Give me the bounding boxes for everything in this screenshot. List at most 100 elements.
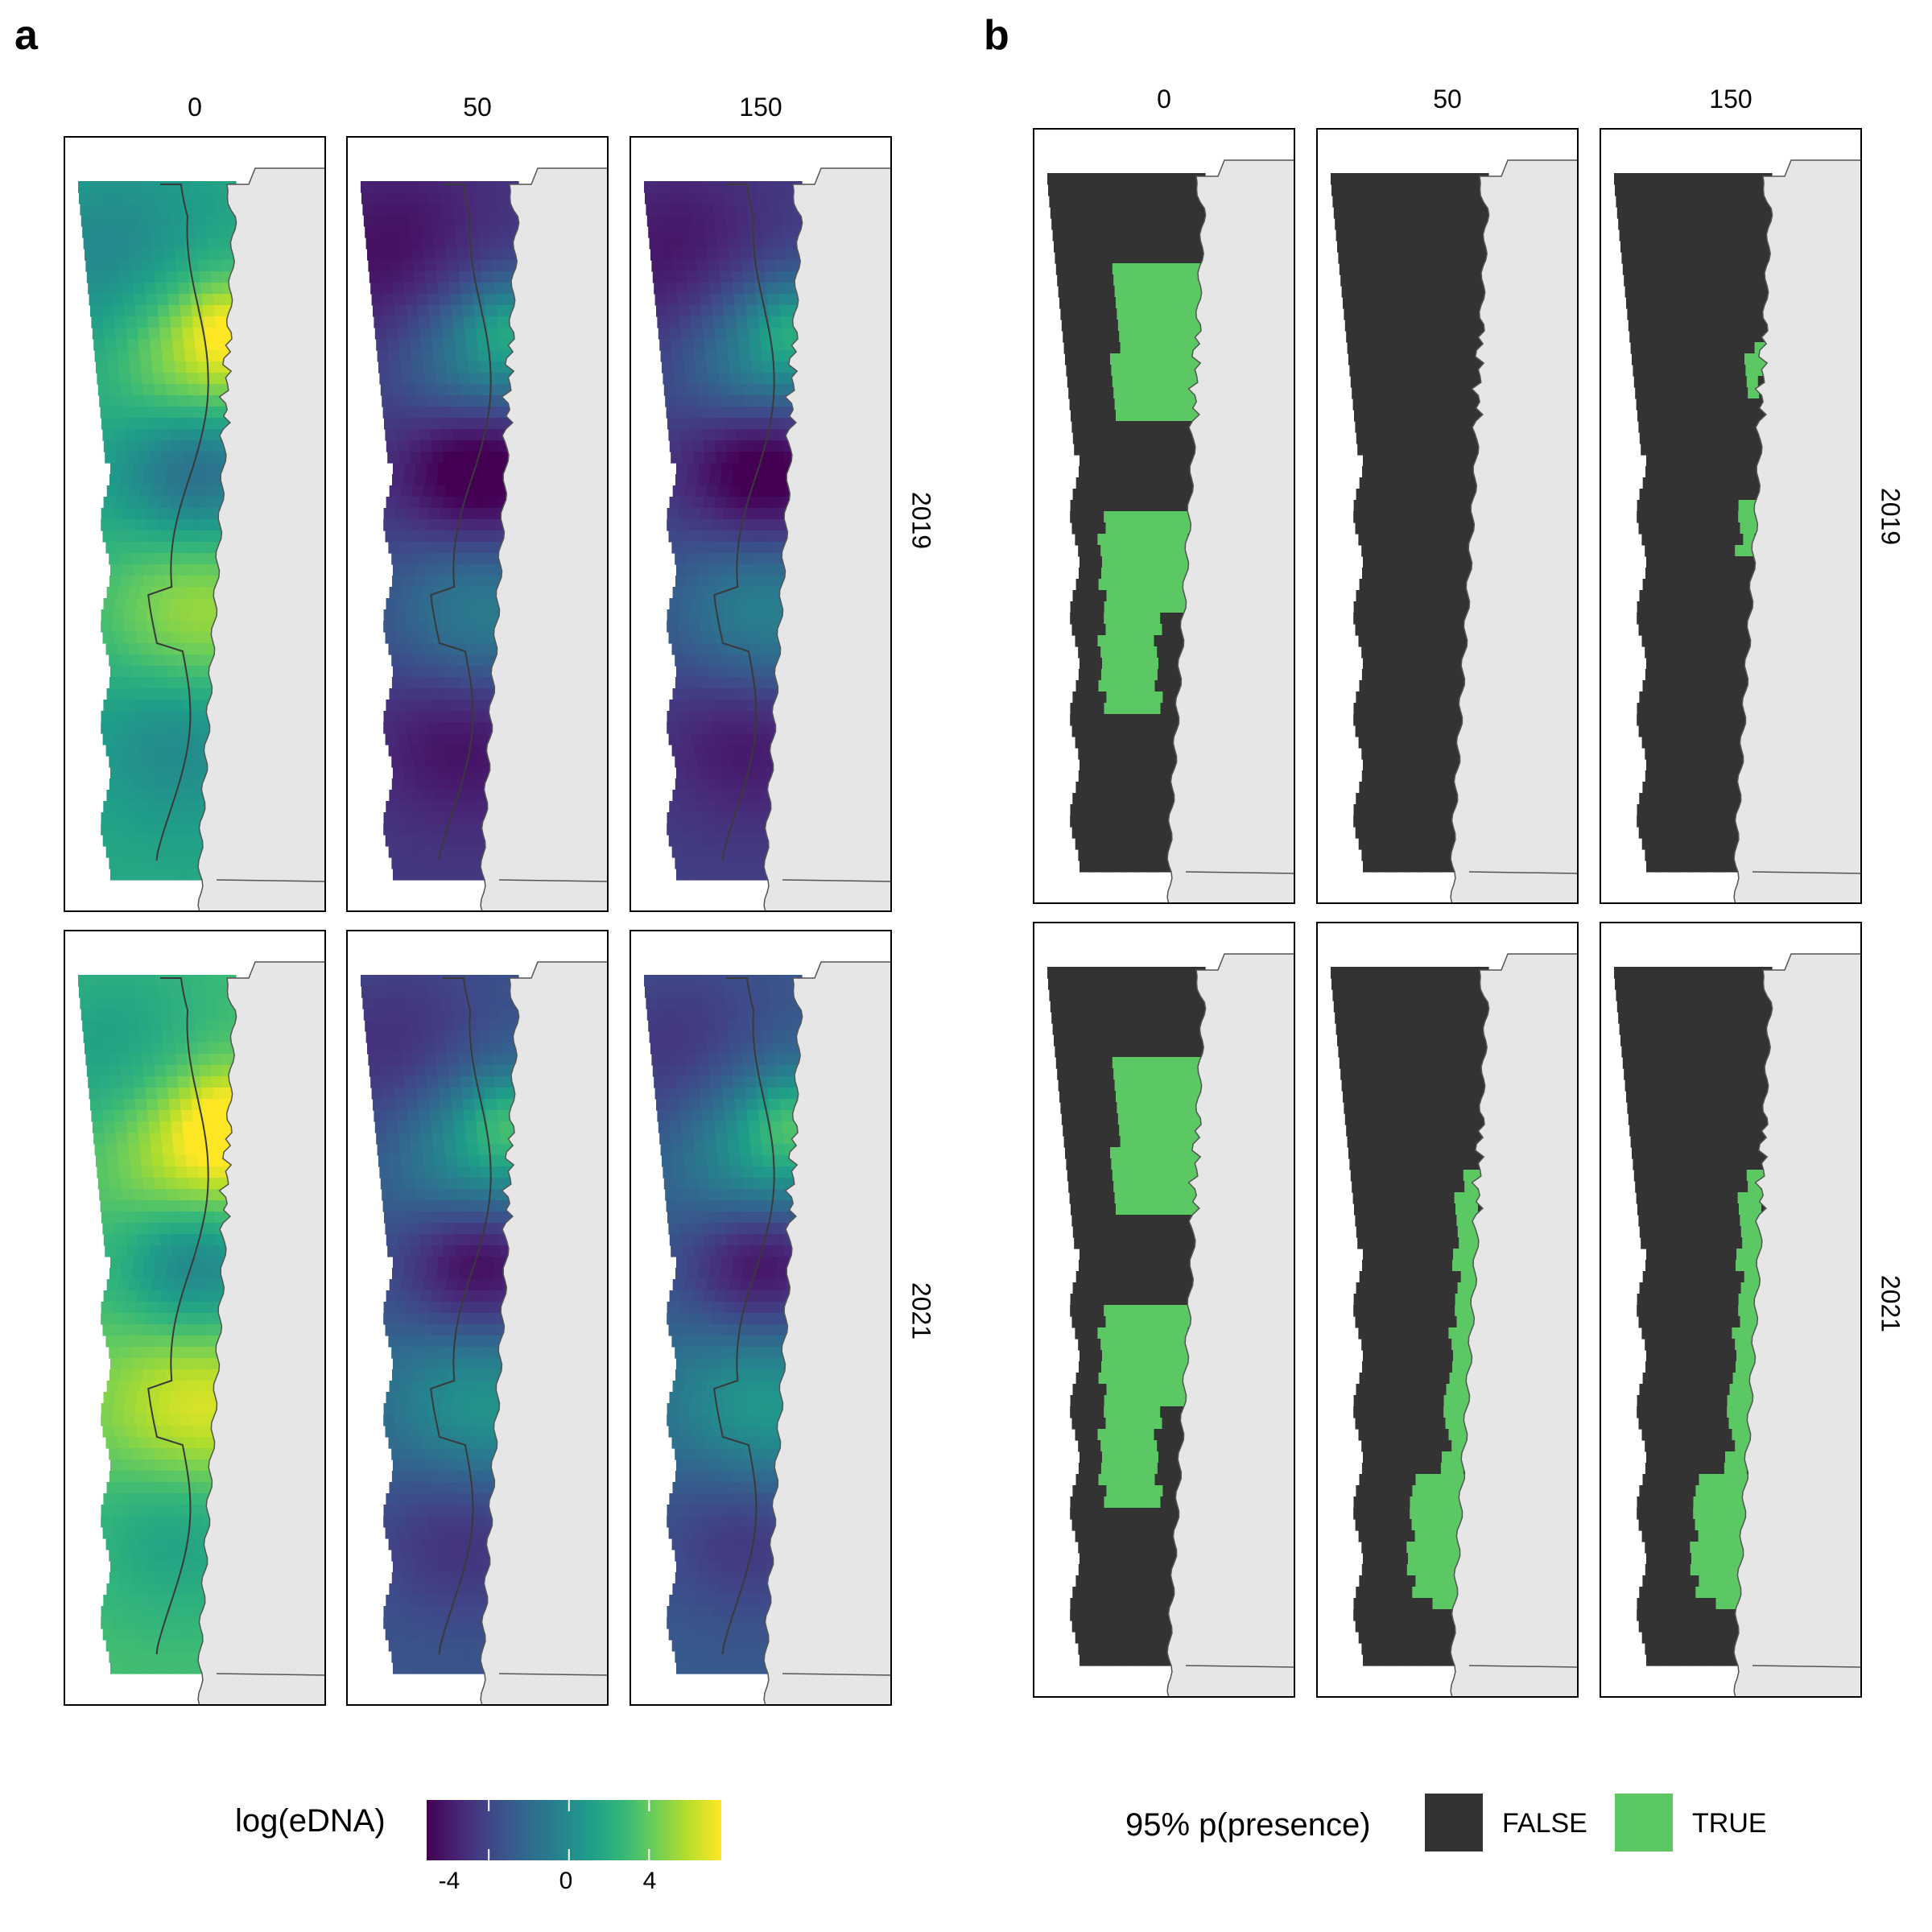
colorbar-segment [689, 1800, 692, 1860]
colorbar-segment [542, 1800, 545, 1860]
colorbar-segment [507, 1800, 511, 1860]
colorbar-segment [588, 1800, 592, 1860]
colorbar-segment [625, 1800, 629, 1860]
colorbar-segment [500, 1800, 504, 1860]
row-label-2021-a: 2021 [906, 1282, 936, 1340]
map-panel-b-2019-50 [1316, 128, 1579, 904]
colorbar-segment [549, 1800, 553, 1860]
state-border [1468, 871, 1579, 874]
land-mass [1733, 953, 1862, 1698]
colorbar-segment [598, 1800, 602, 1860]
legend-key-true-label: TRUE [1692, 1808, 1767, 1839]
isobath-contour [430, 977, 492, 1655]
state-border [1185, 871, 1295, 874]
colorbar-segment [490, 1800, 493, 1860]
colorbar-segment [706, 1800, 710, 1860]
colorbar-segment [617, 1800, 621, 1860]
colorbar-segment [581, 1800, 584, 1860]
colorbar-segment [694, 1800, 698, 1860]
colorbar-tick: 0 [559, 1868, 573, 1894]
colorbar-segment [682, 1800, 685, 1860]
colorbar-segment [623, 1800, 626, 1860]
map-panel-a-2021-150 [630, 930, 892, 1706]
colorbar-segment [591, 1800, 594, 1860]
colorbar-segment [716, 1800, 720, 1860]
colorbar-segment [645, 1800, 649, 1860]
state-border [1185, 1665, 1295, 1668]
colorbar-segment [576, 1800, 580, 1860]
panel-letter-b: b [984, 12, 1009, 59]
land-mass [480, 167, 609, 912]
row-label-2019-a: 2019 [906, 491, 936, 550]
colorbar-segment [568, 1800, 572, 1860]
colorbar-segment [556, 1800, 560, 1860]
colorbar-segment [701, 1800, 705, 1860]
colorbar-segment [605, 1800, 609, 1860]
colorbar-segment [667, 1800, 671, 1860]
colorbar-segment [495, 1800, 499, 1860]
legend-key-true-swatch [1615, 1794, 1673, 1852]
colorbar-segment [446, 1800, 450, 1860]
colorbar-segment [593, 1800, 597, 1860]
colorbar-segment [473, 1800, 477, 1860]
colorbar-segment [465, 1800, 469, 1860]
colorbar-segment [485, 1800, 489, 1860]
column-header-depth-150-b: 150 [1709, 85, 1752, 114]
colorbar-segment [554, 1800, 558, 1860]
raster-layer [1047, 967, 1220, 1666]
colorbar-segment [519, 1800, 523, 1860]
colorbar-segment [483, 1800, 486, 1860]
panel-frame [64, 930, 326, 1706]
state-border [216, 1673, 326, 1676]
colorbar-segment [478, 1800, 481, 1860]
colorbar-segment [434, 1800, 437, 1860]
panel-frame [1316, 128, 1579, 904]
map-panel-b-2019-0 [1033, 128, 1295, 904]
colorbar-segment [640, 1800, 643, 1860]
colorbar-segment [514, 1800, 518, 1860]
state-border [216, 879, 326, 882]
column-header-depth-50-b: 50 [1433, 85, 1462, 114]
colorbar-segment [566, 1800, 570, 1860]
colorbar-segment [652, 1800, 656, 1860]
colorbar-segment [537, 1800, 540, 1860]
colorbar-segment [684, 1800, 687, 1860]
map-panel-b-2021-0 [1033, 922, 1295, 1698]
colorbar-segment [696, 1800, 700, 1860]
colorbar-segment [535, 1800, 538, 1860]
colorbar-segment [532, 1800, 535, 1860]
colorbar-segment [470, 1800, 474, 1860]
land-mass [480, 961, 609, 1706]
colorbar-segment [638, 1800, 641, 1860]
land-mass [197, 961, 326, 1706]
colorbar-segment [574, 1800, 577, 1860]
colorbar-segment [601, 1800, 605, 1860]
colorbar-segment [687, 1800, 690, 1860]
colorbar-segment [613, 1800, 617, 1860]
colorbar-segment [505, 1800, 509, 1860]
colorbar-segment [458, 1800, 462, 1860]
colorbar-segment [502, 1800, 506, 1860]
colorbar-segment [431, 1800, 435, 1860]
colorbar-segment [596, 1800, 600, 1860]
colorbar-segment [628, 1800, 631, 1860]
panel-frame [346, 930, 609, 1706]
isobath-contour [713, 977, 775, 1655]
colorbar-segment [713, 1800, 717, 1860]
colorbar-segment [468, 1800, 472, 1860]
raster-layer [1331, 173, 1504, 873]
colorbar-segment [463, 1800, 467, 1860]
land-mass [763, 961, 892, 1706]
colorbar-segment [439, 1800, 442, 1860]
colorbar-segment [564, 1800, 568, 1860]
colorbar-segment [584, 1800, 587, 1860]
map-panel-a-2021-50 [346, 930, 609, 1706]
state-border [1752, 871, 1862, 874]
panel-frame [630, 136, 892, 912]
colorbar-segment [476, 1800, 479, 1860]
column-header-depth-0-a: 0 [188, 93, 202, 122]
colorbar-segment [615, 1800, 619, 1860]
colorbar-segment [642, 1800, 646, 1860]
colorbar-segment [633, 1800, 636, 1860]
colorbar-segment [530, 1800, 533, 1860]
